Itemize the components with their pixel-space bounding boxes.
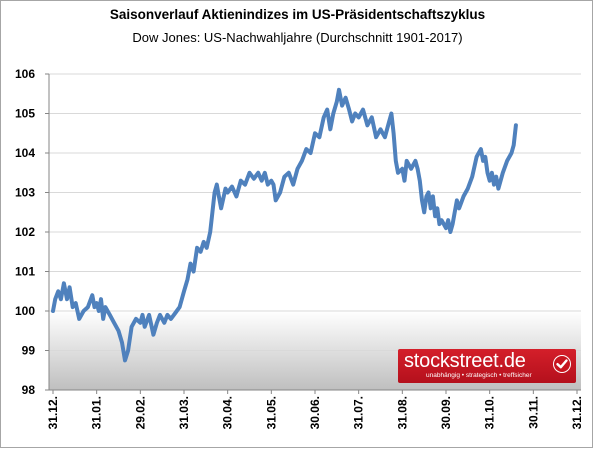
y-tick-label: 101 <box>15 265 35 279</box>
y-tick-label: 98 <box>22 383 36 397</box>
logo-tagline: unabhängig • strategisch • treffsicher <box>426 372 532 379</box>
series-line <box>51 87 518 363</box>
x-tick-label: 31.12. <box>570 396 584 429</box>
y-tick-label: 102 <box>15 225 35 239</box>
y-tick-label: 105 <box>15 107 35 121</box>
y-tick-label: 104 <box>15 146 35 160</box>
x-tick-label: 29.02. <box>133 396 147 429</box>
y-tick-label: 100 <box>15 304 35 318</box>
x-tick-label: 31.08. <box>395 396 409 429</box>
x-tick-label: 30.06. <box>308 396 322 429</box>
x-tick-label: 31.01. <box>90 396 104 429</box>
x-tick-label: 30.04. <box>221 396 235 429</box>
logo-name: stockstreet.de <box>404 350 526 372</box>
x-tick-label: 30.09. <box>439 396 453 429</box>
stockstreet-logo: stockstreet.de unabhängig • strategisch … <box>398 349 576 383</box>
y-tick-label: 103 <box>15 186 35 200</box>
x-tick-label: 31.12. <box>46 396 60 429</box>
x-tick-label: 30.11. <box>526 396 540 429</box>
chart-title: Saisonverlauf Aktienindizes im US-Präsid… <box>109 7 486 22</box>
x-tick-label: 31.05. <box>264 396 278 429</box>
chart-subtitle: Dow Jones: US-Nachwahljahre (Durchschnit… <box>132 30 463 45</box>
y-tick-label: 106 <box>15 67 35 81</box>
x-tick-label: 31.03. <box>177 396 191 429</box>
x-tick-label: 31.07. <box>352 396 366 429</box>
checkmark-icon <box>553 355 571 373</box>
y-tick-label: 99 <box>22 344 36 358</box>
x-tick-label: 31.10. <box>483 396 497 429</box>
